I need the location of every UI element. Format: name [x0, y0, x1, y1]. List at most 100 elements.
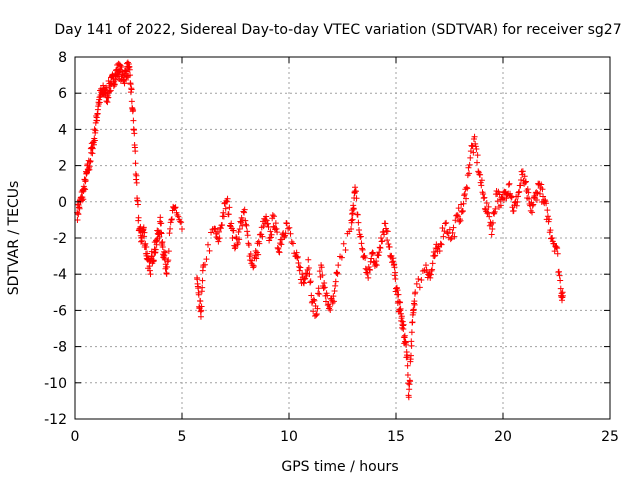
data-point-fill: [513, 202, 520, 209]
data-point-fill: [168, 216, 175, 223]
data-point-fill: [481, 205, 488, 212]
data-point-fill: [554, 245, 561, 252]
data-point-fill: [449, 229, 456, 236]
data-point-fill: [220, 209, 227, 216]
data-point: [480, 195, 487, 202]
data-point-fill: [121, 80, 128, 87]
data-point-fill: [143, 244, 150, 251]
data-point-fill: [404, 371, 411, 378]
data-point-fill: [495, 188, 502, 195]
data-point-fill: [474, 159, 481, 166]
data-point-fill: [465, 164, 472, 171]
data-point-fill: [278, 241, 285, 248]
data-point-fill: [519, 168, 526, 175]
data-point-fill: [452, 217, 459, 224]
data-point-fill: [244, 232, 251, 239]
data-point-fill: [466, 170, 473, 177]
data-point-fill: [111, 81, 118, 88]
data-point: [275, 245, 282, 252]
data-point-fill: [206, 247, 213, 254]
data-point: [559, 292, 566, 299]
data-point-fill: [352, 188, 359, 195]
data-point: [544, 213, 551, 220]
data-point-fill: [547, 227, 554, 234]
data-point: [369, 249, 376, 256]
data-point-fill: [244, 228, 251, 235]
data-point: [489, 225, 496, 232]
data-point-fill: [524, 186, 531, 193]
x-tick-label: 0: [71, 429, 80, 445]
data-point-fill: [127, 72, 134, 79]
data-point-fill: [285, 225, 292, 232]
data-point: [335, 262, 342, 269]
data-point-fill: [128, 86, 135, 93]
data-point-fill: [517, 182, 524, 189]
data-point-fill: [198, 303, 205, 310]
data-point-fill: [376, 249, 383, 256]
data-point-fill: [241, 206, 248, 213]
data-point-fill: [166, 230, 173, 237]
data-points: [74, 59, 566, 401]
data-point-fill: [437, 240, 444, 247]
data-point-fill: [529, 202, 536, 209]
data-point-fill: [556, 272, 563, 279]
data-point-fill: [395, 291, 402, 298]
data-point-fill: [349, 210, 356, 217]
data-point-fill: [332, 278, 339, 285]
data-point-fill: [375, 252, 382, 259]
data-point-fill: [82, 186, 89, 193]
data-point-fill: [133, 179, 140, 186]
data-point-fill: [138, 237, 145, 244]
data-point-fill: [467, 154, 474, 161]
data-point: [172, 204, 179, 211]
axis-ticks: [74, 56, 611, 420]
data-point-fill: [533, 197, 540, 204]
data-point-fill: [461, 191, 468, 198]
data-point-fill: [208, 229, 215, 236]
y-tick-label: -10: [44, 376, 67, 392]
data-point-fill: [171, 204, 178, 211]
data-point-fill: [372, 261, 379, 268]
y-tick-label: 8: [58, 50, 67, 66]
data-point-fill: [76, 205, 83, 212]
data-point-fill: [236, 236, 243, 243]
data-point: [283, 220, 290, 227]
data-point-fill: [454, 212, 461, 219]
data-point-fill: [294, 253, 301, 260]
data-point-fill: [147, 271, 154, 278]
data-point-fill: [242, 217, 249, 224]
data-point-fill: [389, 255, 396, 262]
data-point-fill: [478, 177, 485, 184]
data-point-fill: [123, 76, 130, 83]
data-point-fill: [355, 219, 362, 226]
data-point-fill: [342, 246, 349, 253]
data-point-fill: [256, 240, 263, 247]
data-point: [313, 311, 320, 318]
data-point-fill: [283, 219, 290, 226]
data-point-fill: [126, 66, 133, 73]
data-point-fill: [293, 249, 300, 256]
data-point-fill: [438, 241, 445, 248]
data-point: [386, 244, 393, 251]
data-point-fill: [432, 252, 439, 259]
data-point-fill: [480, 190, 487, 197]
data-point-fill: [89, 145, 96, 152]
data-point-fill: [522, 178, 529, 185]
data-point-fill: [287, 230, 294, 237]
data-point: [223, 198, 230, 205]
data-point-fill: [557, 277, 564, 284]
data-point-fill: [368, 250, 375, 257]
data-point-fill: [195, 291, 202, 298]
data-point-fill: [197, 298, 204, 305]
data-point-fill: [253, 255, 260, 262]
x-tick-label: 15: [387, 429, 405, 445]
data-point-fill: [491, 208, 498, 215]
chart-title: Day 141 of 2022, Sidereal Day-to-day VTE…: [54, 22, 621, 38]
data-point-fill: [478, 182, 485, 189]
data-point-fill: [354, 211, 361, 218]
data-point-fill: [203, 256, 210, 263]
data-point-fill: [428, 267, 435, 274]
data-point: [300, 280, 307, 287]
data-point-fill: [447, 236, 454, 243]
